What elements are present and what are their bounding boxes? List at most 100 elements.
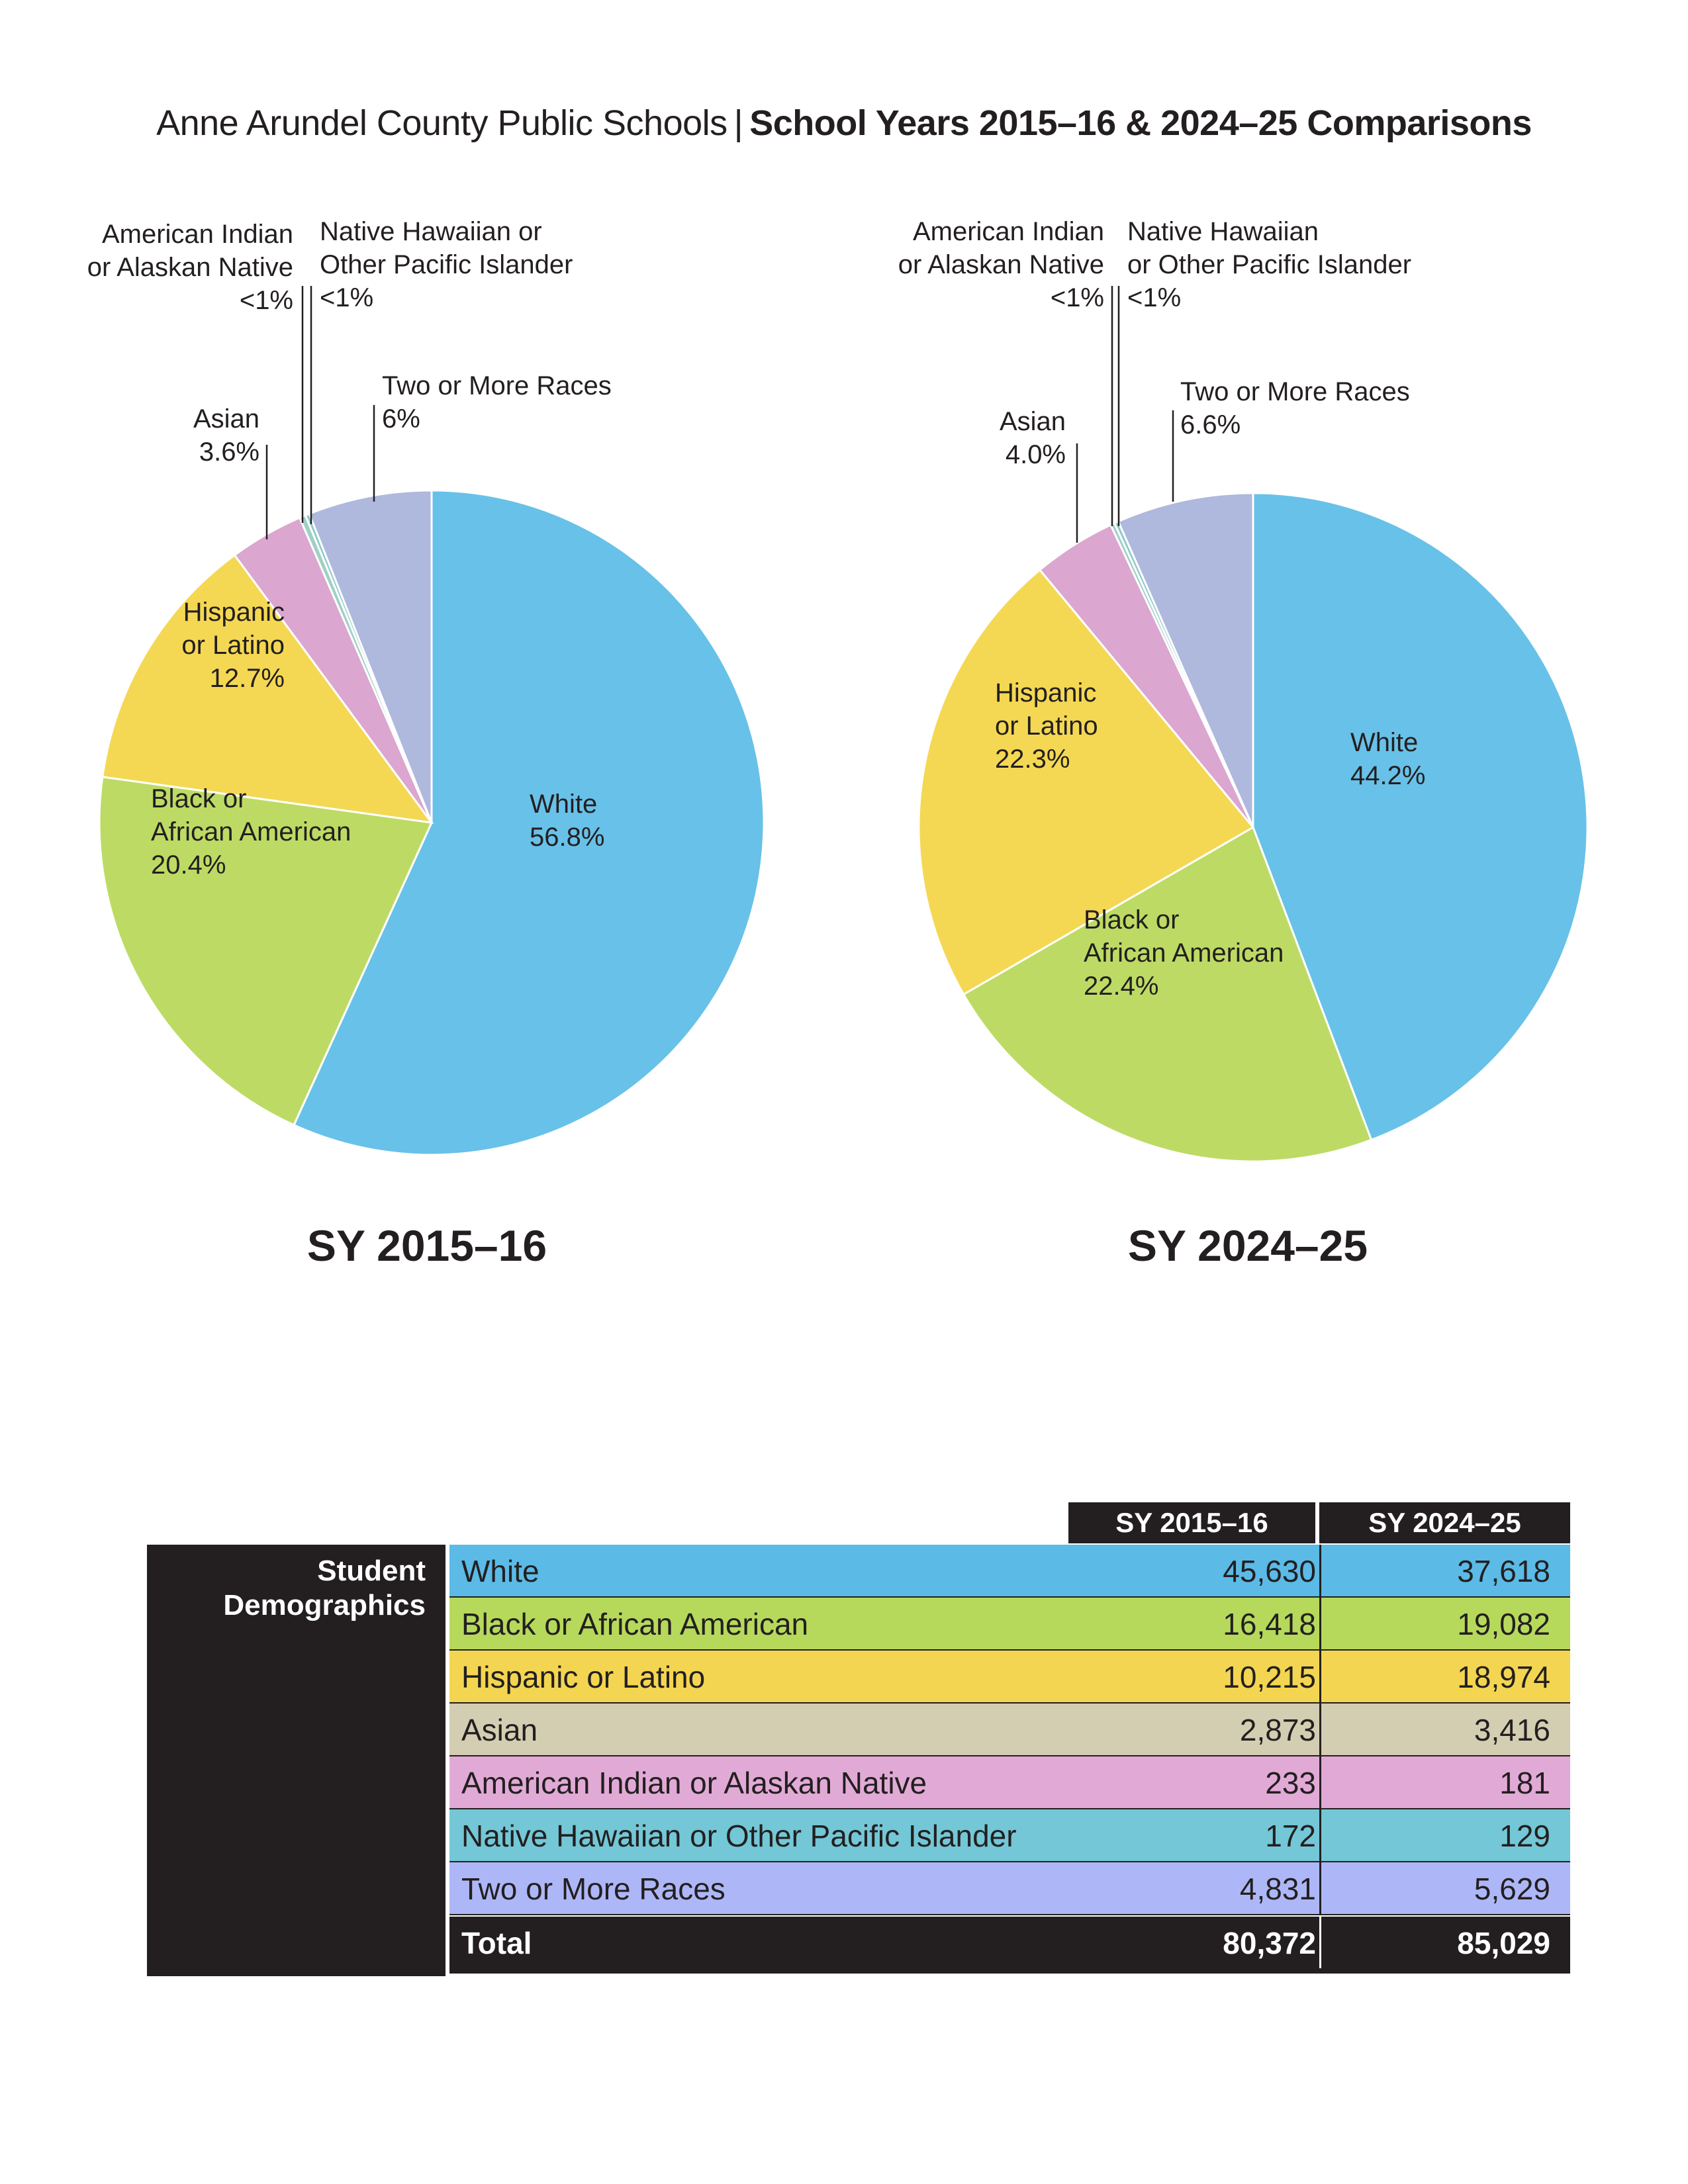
row-value-2015: 45,630 — [1223, 1554, 1316, 1588]
pie-label-asian: Asian 4.0% — [1000, 407, 1066, 469]
row-value-2024: 37,618 — [1319, 1545, 1570, 1596]
table-total-row: Total 80,372 85,029 — [449, 1917, 1570, 1974]
pie-label-percent: <1% — [1051, 283, 1104, 312]
header-title: School Years 2015–16 & 2024–25 Compariso… — [749, 103, 1532, 143]
pie-label-two-or-more-races: Two or More Races 6% — [382, 371, 612, 433]
side-title: Student Demographics — [223, 1554, 426, 1623]
row-label: Hispanic or Latino — [461, 1660, 706, 1694]
pie-label-percent: 22.3% — [995, 745, 1070, 774]
pie-label-line: Two or More Races — [1180, 377, 1410, 406]
table-row: Hispanic or Latino 10,215 18,974 — [449, 1651, 1570, 1704]
pie-label-line: or Alaskan Native — [87, 253, 293, 282]
pie-label-line: Hispanic — [995, 678, 1096, 707]
pie-slice-two-or-more-races — [1117, 492, 1254, 828]
row-value-2015: 172 — [1265, 1819, 1316, 1853]
table-side-header: Student Demographics — [147, 1545, 445, 1976]
pie-label-line: or Latino — [995, 711, 1098, 741]
side-title-line2: Demographics — [223, 1589, 426, 1621]
column-header-2024: SY 2024–25 — [1319, 1502, 1570, 1543]
pie-label-percent: 20.4% — [151, 850, 226, 880]
table-row: Two or More Races 4,831 5,629 — [449, 1862, 1570, 1915]
row-label: Black or African American — [461, 1607, 809, 1641]
pie-label-percent: 6.6% — [1180, 410, 1241, 439]
pie-label-percent: 12.7% — [210, 664, 285, 693]
pie-charts: White 56.8% Black or African American 20.4% H… — [87, 217, 1589, 1270]
pie-label-two-or-more-races: Two or More Races 6.6% — [1180, 377, 1410, 439]
pie-label-hispanic-or-latino: Hispanic or Latino 22.3% — [995, 678, 1098, 774]
pie-label-percent: <1% — [240, 286, 293, 315]
row-label: Total — [461, 1926, 532, 1960]
pie-slice-white — [292, 489, 765, 1156]
row-value-2024: 85,029 — [1319, 1917, 1570, 1968]
row-value-2024: 5,629 — [1319, 1862, 1570, 1914]
pie-label-line: or Other Pacific Islander — [1127, 250, 1411, 279]
column-header-2015: SY 2015–16 — [1068, 1502, 1315, 1543]
pie-label-percent: 3.6% — [199, 437, 259, 467]
pie-label-white: White 44.2% — [1350, 728, 1425, 790]
row-value-2015: 4,831 — [1239, 1872, 1316, 1906]
pie-label-line: Hispanic — [183, 598, 285, 627]
pie-label-line: African American — [151, 817, 351, 846]
row-value-2024: 129 — [1319, 1809, 1570, 1861]
pie-title-0: SY 2015–16 — [307, 1221, 547, 1270]
pie-title-1: SY 2024–25 — [1128, 1221, 1368, 1270]
table-row: Native Hawaiian or Other Pacific Islande… — [449, 1809, 1570, 1862]
row-value-2015: 10,215 — [1223, 1660, 1316, 1694]
row-label: Asian — [461, 1713, 538, 1747]
pie-slice-black-or-african-american — [98, 776, 434, 1126]
pie-label-line: American Indian — [913, 217, 1104, 246]
pie-slice-two-or-more-races — [308, 489, 433, 823]
row-label: Two or More Races — [461, 1872, 726, 1906]
pie-label-percent: 6% — [382, 404, 420, 433]
pie-label-percent: 44.2% — [1350, 761, 1425, 790]
pie-label-line: Two or More Races — [382, 371, 612, 400]
pie-label-asian: Asian 3.6% — [193, 404, 259, 467]
pie-label-american-indian-or-alaskan-native: American Indian or Alaskan Native <1% — [898, 217, 1104, 312]
pie-label-line: Other Pacific Islander — [320, 250, 573, 279]
row-label: American Indian or Alaskan Native — [461, 1766, 927, 1800]
row-value-2024: 181 — [1319, 1756, 1570, 1808]
pie-label-hispanic-or-latino: Hispanic or Latino 12.7% — [181, 598, 285, 693]
table-row: White 45,630 37,618 — [449, 1545, 1570, 1598]
pie-label-line: Asian — [1000, 407, 1066, 436]
row-value-2015: 233 — [1265, 1766, 1316, 1800]
pie-label-percent: <1% — [1127, 283, 1181, 312]
page-header: Anne Arundel County Public Schools | Schoo… — [0, 103, 1688, 144]
pie-label-american-indian-or-alaskan-native: American Indian or Alaskan Native <1% — [87, 220, 293, 315]
pie-label-line: Native Hawaiian or — [320, 217, 542, 246]
row-value-2015: 80,372 — [1223, 1926, 1316, 1960]
pie-slice-hispanic-or-latino — [101, 553, 434, 824]
pie-label-line: African American — [1084, 938, 1284, 968]
row-label: White — [461, 1554, 539, 1588]
pie-label-line: Black or — [1084, 905, 1180, 934]
pie-label-line: or Latino — [181, 631, 285, 660]
table-row: Black or African American 16,418 19,082 — [449, 1598, 1570, 1651]
row-value-2015: 16,418 — [1223, 1607, 1316, 1641]
header-separator: | — [733, 103, 743, 143]
table-column-headers: SY 2015–16 SY 2024–25 — [147, 1502, 1570, 1543]
side-title-line1: Student — [317, 1555, 426, 1587]
pie-slice-hispanic-or-latino — [917, 568, 1255, 996]
pie-label-line: White — [530, 790, 597, 819]
pie-label-native-hawaiian-or-other-pacific-islander: Native Hawaiian or Other Pacific Islander… — [320, 217, 573, 312]
row-label: Native Hawaiian or Other Pacific Islande… — [461, 1819, 1017, 1853]
pie-label-line: American Indian — [102, 220, 293, 249]
pie-label-percent: 56.8% — [530, 823, 604, 852]
table-row: American Indian or Alaskan Native 233 181 — [449, 1756, 1570, 1809]
pie-slice-white — [1252, 492, 1589, 1142]
table-row: Asian 2,873 3,416 — [449, 1704, 1570, 1756]
pie-slice-black-or-african-american — [962, 825, 1373, 1163]
pie-label-line: Asian — [193, 404, 259, 433]
pie-label-line: or Alaskan Native — [898, 250, 1104, 279]
pie-label-native-hawaiian-or-other-pacific-islander: Native Hawaiian or Other Pacific Islander… — [1127, 217, 1411, 312]
row-value-2024: 3,416 — [1319, 1704, 1570, 1755]
pie-label-line: Black or — [151, 784, 247, 813]
pie-label-line: Native Hawaiian — [1127, 217, 1319, 246]
pie-label-black-or-african-american: Black or African American 20.4% — [151, 784, 351, 880]
row-value-2024: 19,082 — [1319, 1598, 1570, 1649]
pie-label-black-or-african-american: Black or African American 22.4% — [1084, 905, 1284, 1001]
header-org: Anne Arundel County Public Schools — [156, 103, 727, 143]
row-value-2015: 2,873 — [1239, 1713, 1316, 1747]
pie-label-percent: 4.0% — [1006, 440, 1066, 469]
pie-label-white: White 56.8% — [530, 790, 604, 852]
